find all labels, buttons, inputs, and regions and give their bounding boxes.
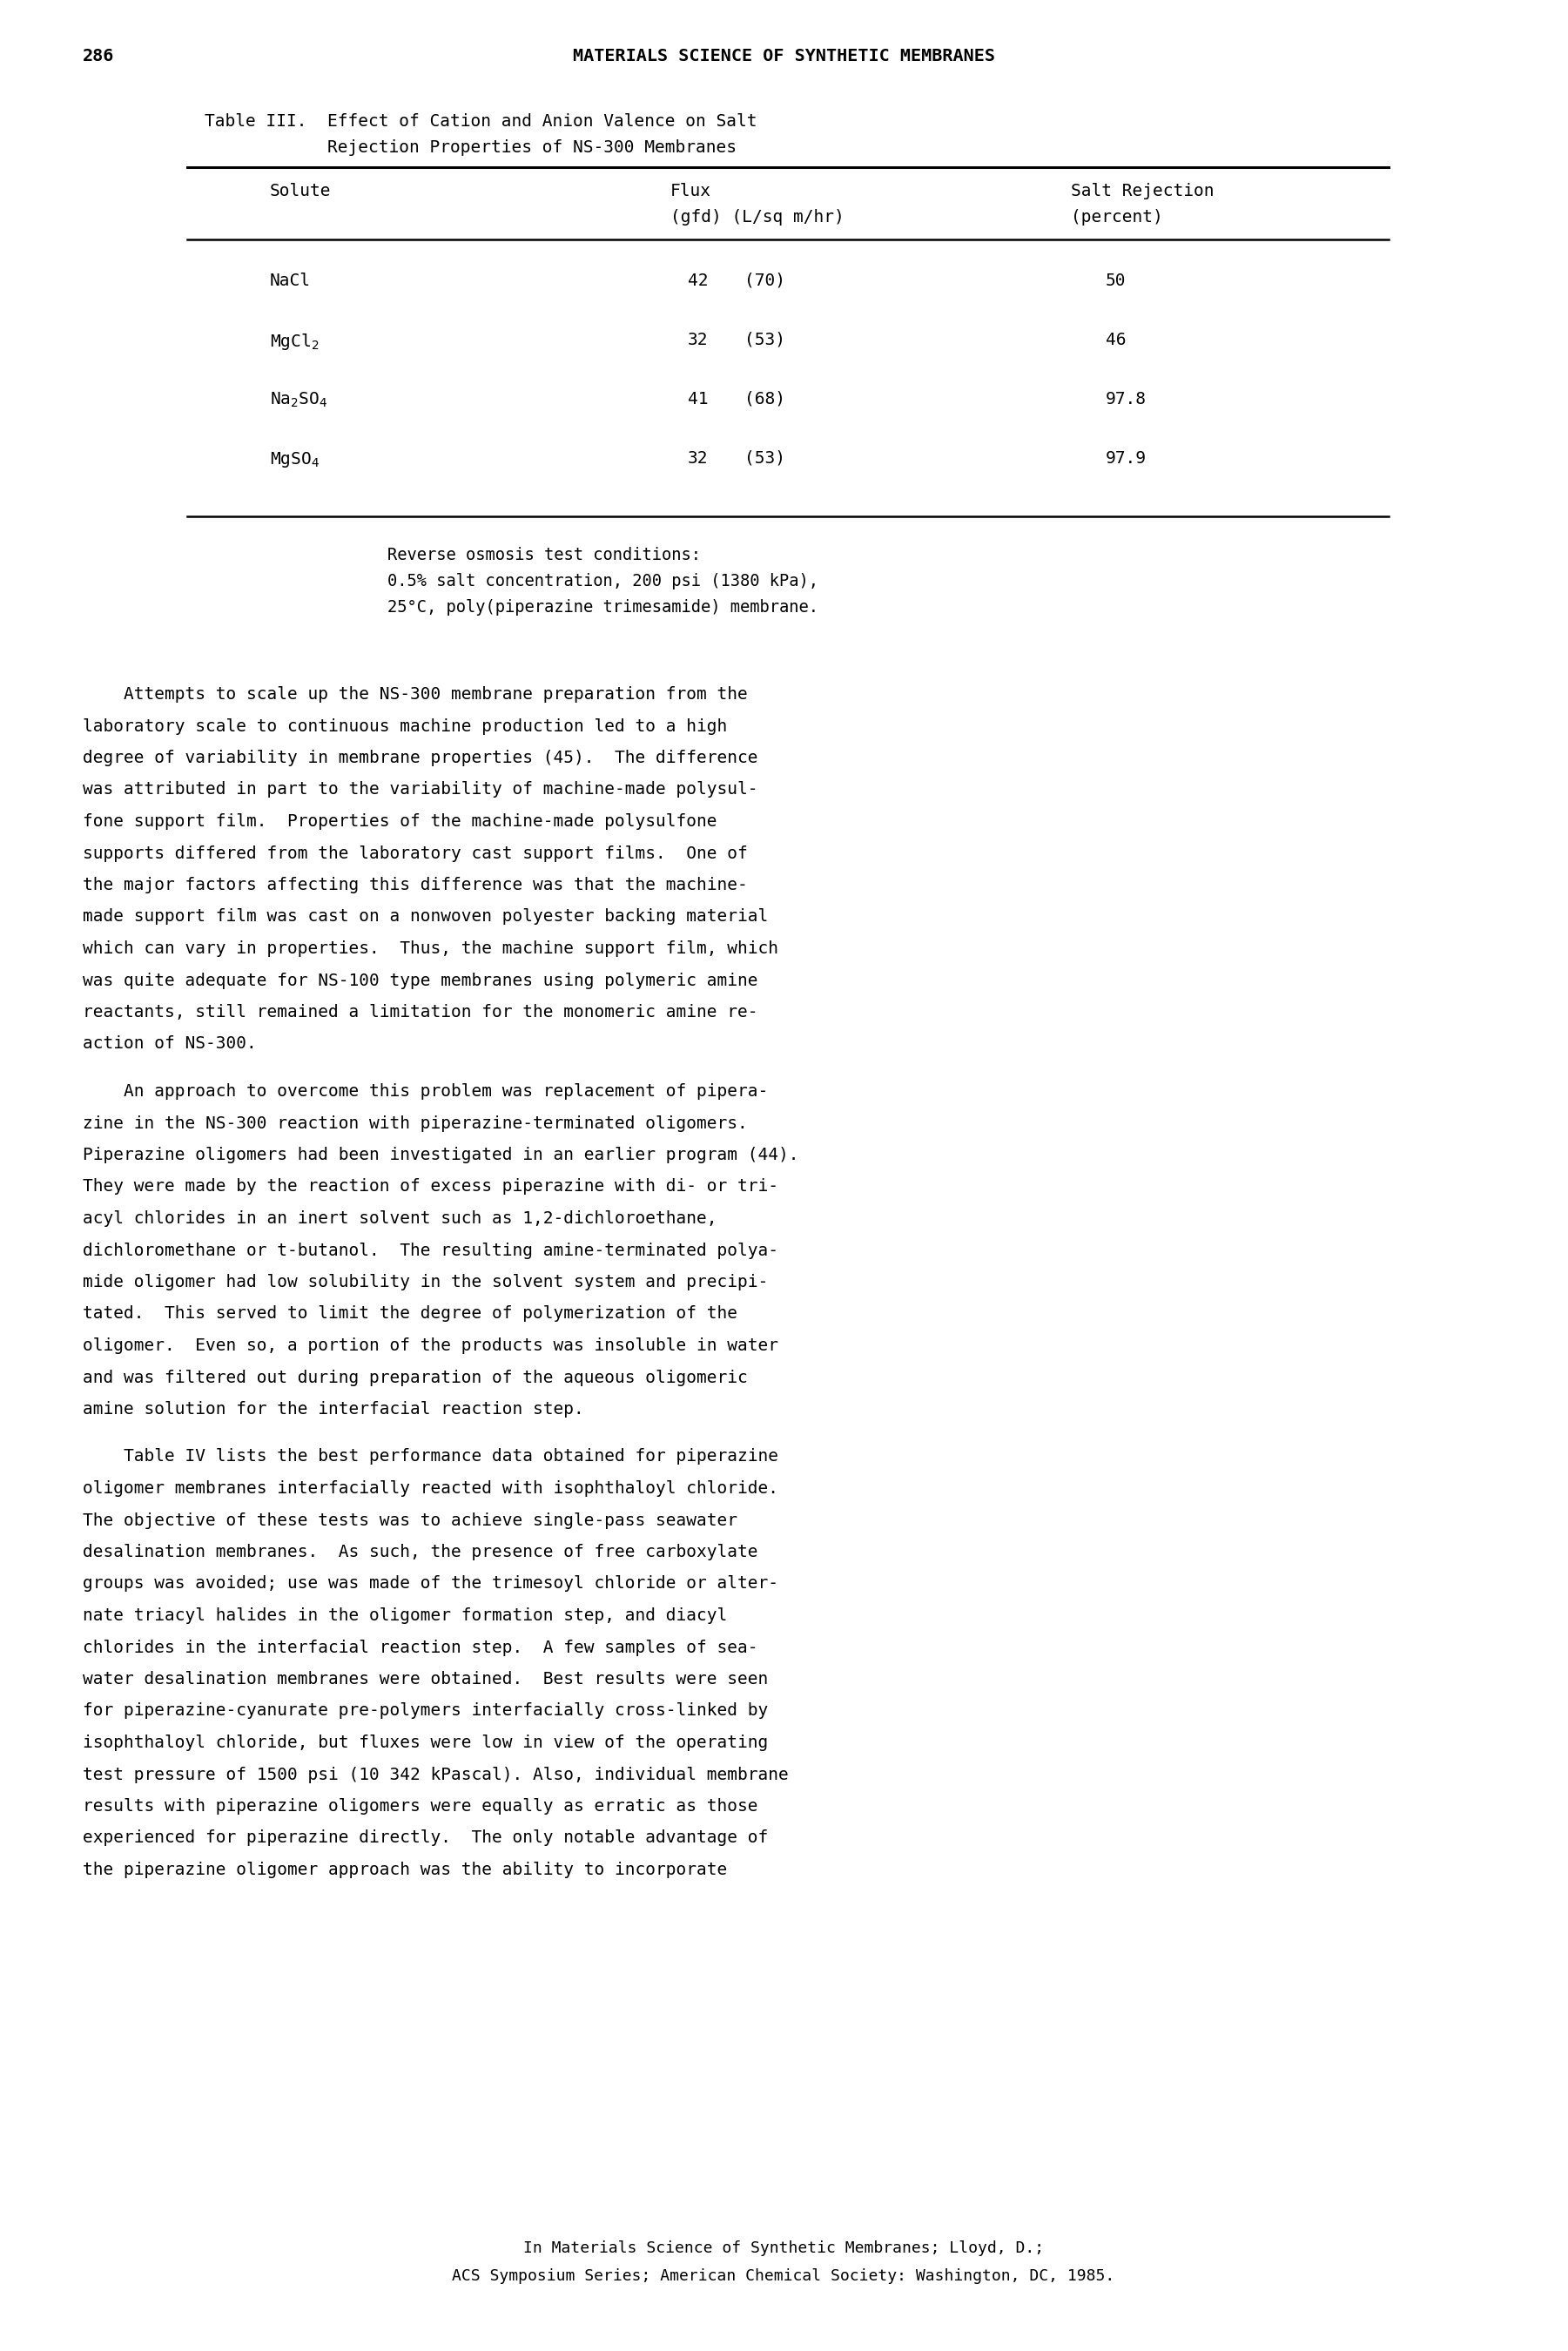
Text: Flux: Flux (671, 183, 712, 200)
Text: 286: 286 (83, 47, 114, 63)
Text: fone support film.  Properties of the machine-made polysulfone: fone support film. Properties of the mac… (83, 813, 717, 830)
Text: groups was avoided; use was made of the trimesoyl chloride or alter-: groups was avoided; use was made of the … (83, 1575, 778, 1592)
Text: the piperazine oligomer approach was the ability to incorporate: the piperazine oligomer approach was the… (83, 1862, 728, 1878)
Text: NaCl: NaCl (270, 273, 310, 289)
Text: chlorides in the interfacial reaction step.  A few samples of sea-: chlorides in the interfacial reaction st… (83, 1639, 757, 1655)
Text: reactants, still remained a limitation for the monomeric amine re-: reactants, still remained a limitation f… (83, 1004, 757, 1020)
Text: was quite adequate for NS-100 type membranes using polymeric amine: was quite adequate for NS-100 type membr… (83, 973, 757, 990)
Text: oligomer membranes interfacially reacted with isophthaloyl chloride.: oligomer membranes interfacially reacted… (83, 1481, 778, 1498)
Text: for piperazine-cyanurate pre-polymers interfacially cross-linked by: for piperazine-cyanurate pre-polymers in… (83, 1702, 768, 1719)
Text: (53): (53) (745, 449, 786, 468)
Text: action of NS-300.: action of NS-300. (83, 1037, 257, 1053)
Text: nate triacyl halides in the oligomer formation step, and diacyl: nate triacyl halides in the oligomer for… (83, 1608, 728, 1625)
Text: amine solution for the interfacial reaction step.: amine solution for the interfacial react… (83, 1401, 583, 1418)
Text: Table III.  Effect of Cation and Anion Valence on Salt: Table III. Effect of Cation and Anion Va… (204, 113, 757, 129)
Text: (70): (70) (745, 273, 786, 289)
Text: supports differed from the laboratory cast support films.  One of: supports differed from the laboratory ca… (83, 844, 748, 860)
Text: 97.8: 97.8 (1105, 390, 1146, 407)
Text: MATERIALS SCIENCE OF SYNTHETIC MEMBRANES: MATERIALS SCIENCE OF SYNTHETIC MEMBRANES (572, 47, 994, 63)
Text: 41: 41 (688, 390, 709, 407)
Text: which can vary in properties.  Thus, the machine support film, which: which can vary in properties. Thus, the … (83, 940, 778, 957)
Text: Salt Rejection: Salt Rejection (1071, 183, 1214, 200)
Text: 32: 32 (688, 449, 709, 468)
Text: An approach to overcome this problem was replacement of pipera-: An approach to overcome this problem was… (83, 1084, 768, 1100)
Text: (percent): (percent) (1071, 209, 1163, 226)
Text: 32: 32 (688, 331, 709, 348)
Text: 50: 50 (1105, 273, 1126, 289)
Text: MgSO$_4$: MgSO$_4$ (270, 449, 320, 470)
Text: 25°C, poly(piperazine trimesamide) membrane.: 25°C, poly(piperazine trimesamide) membr… (387, 600, 818, 616)
Text: (gfd) (L/sq m/hr): (gfd) (L/sq m/hr) (671, 209, 844, 226)
Text: The objective of these tests was to achieve single-pass seawater: The objective of these tests was to achi… (83, 1512, 737, 1528)
Text: mide oligomer had low solubility in the solvent system and precipi-: mide oligomer had low solubility in the … (83, 1274, 768, 1291)
Text: desalination membranes.  As such, the presence of free carboxylate: desalination membranes. As such, the pre… (83, 1545, 757, 1561)
Text: Rejection Properties of NS-300 Membranes: Rejection Properties of NS-300 Membranes (204, 139, 737, 155)
Text: made support film was cast on a nonwoven polyester backing material: made support film was cast on a nonwoven… (83, 907, 768, 926)
Text: results with piperazine oligomers were equally as erratic as those: results with piperazine oligomers were e… (83, 1799, 757, 1815)
Text: water desalination membranes were obtained.  Best results were seen: water desalination membranes were obtain… (83, 1672, 768, 1688)
Text: dichloromethane or t-butanol.  The resulting amine-terminated polya-: dichloromethane or t-butanol. The result… (83, 1241, 778, 1258)
Text: 46: 46 (1105, 331, 1126, 348)
Text: Na$_2$SO$_4$: Na$_2$SO$_4$ (270, 390, 328, 409)
Text: isophthaloyl chloride, but fluxes were low in view of the operating: isophthaloyl chloride, but fluxes were l… (83, 1735, 768, 1751)
Text: (53): (53) (745, 331, 786, 348)
Text: experienced for piperazine directly.  The only notable advantage of: experienced for piperazine directly. The… (83, 1829, 768, 1846)
Text: ACS Symposium Series; American Chemical Society: Washington, DC, 1985.: ACS Symposium Series; American Chemical … (452, 2269, 1115, 2283)
Text: laboratory scale to continuous machine production led to a high: laboratory scale to continuous machine p… (83, 717, 728, 734)
Text: oligomer.  Even so, a portion of the products was insoluble in water: oligomer. Even so, a portion of the prod… (83, 1338, 778, 1354)
Text: Solute: Solute (270, 183, 331, 200)
Text: (68): (68) (745, 390, 786, 407)
Text: MgCl$_2$: MgCl$_2$ (270, 331, 318, 353)
Text: Attempts to scale up the NS-300 membrane preparation from the: Attempts to scale up the NS-300 membrane… (83, 686, 748, 703)
Text: In Materials Science of Synthetic Membranes; Lloyd, D.;: In Materials Science of Synthetic Membra… (524, 2241, 1044, 2257)
Text: acyl chlorides in an inert solvent such as 1,2-dichloroethane,: acyl chlorides in an inert solvent such … (83, 1211, 717, 1227)
Text: Table IV lists the best performance data obtained for piperazine: Table IV lists the best performance data… (83, 1448, 778, 1465)
Text: Piperazine oligomers had been investigated in an earlier program (44).: Piperazine oligomers had been investigat… (83, 1147, 798, 1164)
Text: 42: 42 (688, 273, 709, 289)
Text: 97.9: 97.9 (1105, 449, 1146, 468)
Text: tated.  This served to limit the degree of polymerization of the: tated. This served to limit the degree o… (83, 1305, 737, 1321)
Text: was attributed in part to the variability of machine-made polysul-: was attributed in part to the variabilit… (83, 781, 757, 797)
Text: the major factors affecting this difference was that the machine-: the major factors affecting this differe… (83, 877, 748, 893)
Text: test pressure of 1500 psi (10 342 kPascal). Also, individual membrane: test pressure of 1500 psi (10 342 kPasca… (83, 1766, 789, 1782)
Text: zine in the NS-300 reaction with piperazine-terminated oligomers.: zine in the NS-300 reaction with piperaz… (83, 1114, 748, 1131)
Text: degree of variability in membrane properties (45).  The difference: degree of variability in membrane proper… (83, 750, 757, 766)
Text: They were made by the reaction of excess piperazine with di- or tri-: They were made by the reaction of excess… (83, 1178, 778, 1194)
Text: 0.5% salt concentration, 200 psi (1380 kPa),: 0.5% salt concentration, 200 psi (1380 k… (387, 574, 818, 590)
Text: Reverse osmosis test conditions:: Reverse osmosis test conditions: (387, 548, 701, 564)
Text: and was filtered out during preparation of the aqueous oligomeric: and was filtered out during preparation … (83, 1368, 748, 1385)
